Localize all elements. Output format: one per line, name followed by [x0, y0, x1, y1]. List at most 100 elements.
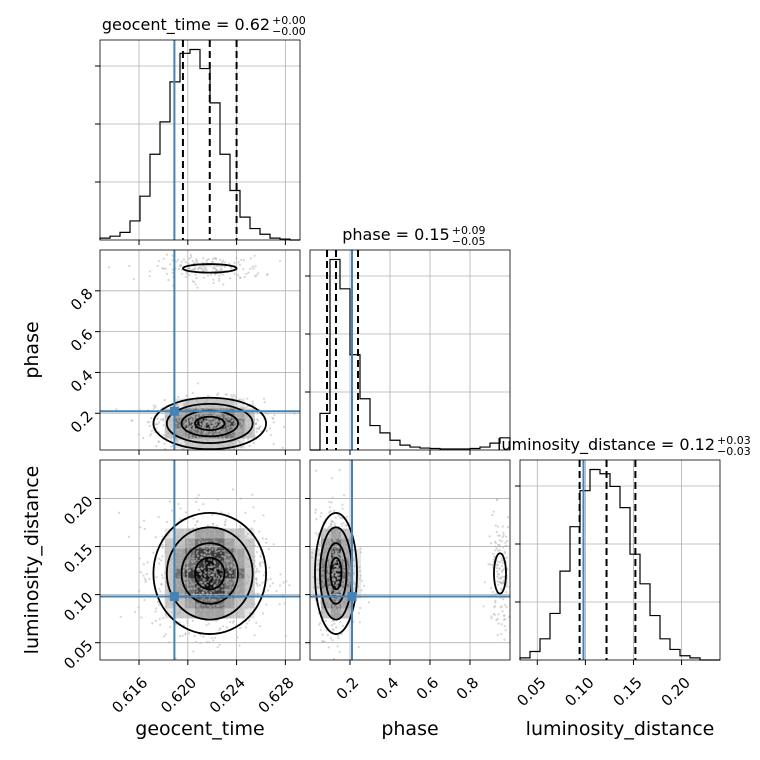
sample-point	[501, 536, 504, 539]
sample-point	[185, 581, 188, 585]
sample-point	[338, 538, 342, 541]
sample-point	[347, 608, 350, 611]
panel-frame	[309, 249, 511, 451]
sample-point	[338, 469, 341, 472]
sample-point	[158, 421, 161, 424]
sample-point	[170, 445, 173, 448]
contours-dist_vs_time	[152, 511, 267, 635]
sample-point	[178, 578, 181, 581]
sample-point	[160, 559, 163, 562]
sample-point	[196, 520, 199, 523]
sample-point	[202, 257, 205, 260]
sample-point	[230, 600, 233, 603]
sample-point	[213, 545, 216, 548]
sample-point	[154, 405, 157, 408]
sample-point	[330, 525, 333, 528]
sample-point	[174, 581, 178, 584]
sample-point	[144, 580, 147, 584]
sample-point	[186, 584, 189, 587]
sample-point	[190, 604, 193, 607]
sample-point	[234, 402, 238, 405]
sample-point	[163, 635, 166, 638]
sample-point	[328, 536, 331, 539]
sample-point	[238, 644, 241, 647]
sample-point	[231, 433, 234, 437]
sample-point	[200, 455, 202, 457]
sample-point	[191, 619, 194, 622]
sample-point	[242, 615, 245, 619]
sample-point	[180, 411, 183, 415]
sample-point	[238, 441, 241, 444]
y-tick-label: 0.10	[60, 588, 96, 624]
sample-point	[210, 592, 213, 595]
sample-point	[265, 603, 268, 606]
sample-point	[228, 615, 231, 618]
sample-point	[184, 607, 187, 611]
sample-point	[204, 563, 207, 566]
sample-point	[358, 565, 361, 569]
sample-point	[244, 589, 247, 592]
sample-point	[160, 574, 164, 577]
sample-point	[333, 606, 336, 610]
sample-point	[333, 524, 336, 527]
sample-point	[207, 580, 210, 583]
sample-point	[210, 426, 213, 429]
sample-point	[181, 546, 184, 550]
sample-point	[176, 535, 179, 538]
sample-point	[338, 650, 341, 653]
sample-point	[320, 511, 323, 515]
sample-point	[236, 612, 239, 615]
density-cell	[214, 608, 225, 619]
sample-point	[227, 567, 230, 570]
histogram-geocent_time	[99, 48, 300, 241]
sample-point	[495, 547, 498, 550]
sample-point	[202, 591, 205, 594]
sample-point	[143, 519, 146, 522]
sample-point	[197, 494, 200, 497]
sample-point	[218, 424, 221, 427]
sample-point	[217, 432, 220, 435]
panel-frame	[99, 459, 301, 661]
sample-point	[169, 578, 172, 581]
density-cell	[341, 598, 351, 609]
sample-point	[152, 551, 155, 554]
sample-point	[505, 585, 508, 588]
sample-point	[508, 615, 510, 618]
sample-point	[202, 579, 205, 582]
sample-point	[332, 597, 335, 600]
sample-point	[195, 260, 199, 263]
sample-point	[190, 407, 193, 410]
sample-point	[358, 570, 362, 573]
sample-point	[215, 422, 218, 425]
sample-point	[319, 601, 322, 604]
sample-point	[185, 566, 188, 569]
sample-point	[336, 573, 339, 577]
sample-point	[230, 441, 233, 445]
sample-point	[499, 576, 503, 579]
sample-point	[340, 601, 343, 605]
sample-point	[150, 429, 153, 432]
sample-point	[246, 532, 249, 536]
sample-point	[168, 581, 171, 584]
sample-point	[245, 556, 248, 559]
sample-point	[189, 427, 192, 431]
sample-point	[492, 510, 495, 513]
sample-point	[206, 274, 209, 277]
sample-point	[214, 413, 218, 416]
sample-point	[185, 403, 188, 406]
sample-point	[332, 604, 335, 607]
sample-point	[213, 560, 216, 563]
sample-point	[348, 610, 351, 613]
sample-point	[340, 591, 343, 595]
sample-point	[142, 563, 145, 566]
sample-point	[176, 584, 179, 587]
sample-point	[240, 445, 243, 449]
sample-point	[169, 625, 172, 629]
sample-point	[340, 559, 343, 562]
sample-point	[293, 412, 296, 415]
density-cell	[331, 608, 341, 619]
sample-point	[225, 588, 228, 592]
sample-point	[228, 424, 231, 427]
sample-point	[208, 641, 211, 644]
sample-point	[175, 403, 178, 406]
